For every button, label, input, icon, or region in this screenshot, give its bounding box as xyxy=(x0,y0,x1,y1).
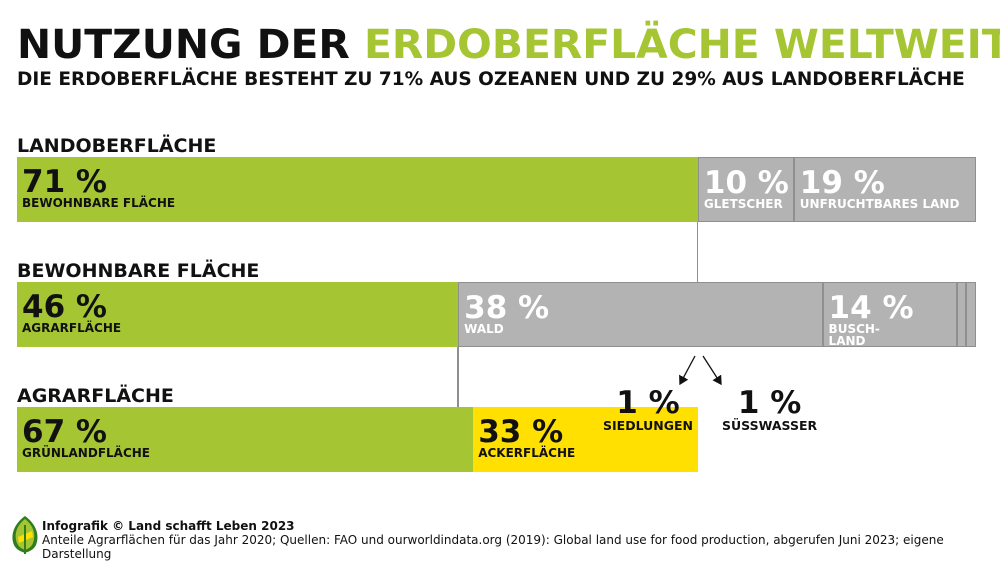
callout-value: 1 % xyxy=(737,385,802,421)
section-label: AGRARFLÄCHE xyxy=(17,385,174,407)
bar-segment: 38 % WALD xyxy=(458,282,823,347)
segment-value: 33 % xyxy=(478,414,564,450)
callout-label: SIEDLUNGEN xyxy=(603,418,693,433)
arrow-suesswasser xyxy=(702,355,722,386)
bar-segment xyxy=(956,282,967,347)
connector-line xyxy=(457,347,459,407)
bar-segment: 67 % GRÜNLANDFLÄCHE xyxy=(17,407,474,472)
segment-value: 46 % xyxy=(22,289,107,325)
footer-credit: Infografik © Land schafft Leben 2023 xyxy=(42,519,295,533)
subtitle: DIE ERDOBERFLÄCHE BESTEHT ZU 71% AUS OZE… xyxy=(17,69,965,90)
segment-label: AGRARFLÄCHE xyxy=(22,321,122,335)
segment-value: 10 % xyxy=(703,165,789,201)
section-label: LANDOBERFLÄCHE xyxy=(17,135,217,157)
segment-value: 71 % xyxy=(22,164,107,200)
bar-segment: 33 % ACKERFLÄCHE xyxy=(473,407,698,472)
segment-label: WALD xyxy=(464,322,504,336)
bar-segment: 46 % AGRARFLÄCHE xyxy=(17,282,459,347)
segment-label: GRÜNLANDFLÄCHE xyxy=(22,446,150,460)
segment-value: 67 % xyxy=(22,414,107,450)
connector-line xyxy=(696,222,699,282)
callout-value: 1 % xyxy=(616,385,680,421)
page-title: NUTZUNG DER ERDOBERFLÄCHE WELTWEIT xyxy=(17,22,1000,68)
callout-label: SÜSSWASSER xyxy=(722,418,818,433)
arrow-siedlungen xyxy=(679,355,696,386)
footer: Infografik © Land schafft Leben 2023 Ant… xyxy=(42,519,1000,561)
segment-value: 14 % xyxy=(828,290,914,326)
callout: 1 % SIEDLUNGEN xyxy=(603,385,693,434)
segment-value: 19 % xyxy=(799,165,885,201)
callout: 1 % SÜSSWASSER xyxy=(722,385,818,434)
segment-label: BUSCH- LAND xyxy=(828,322,880,347)
bar-segment: 10 % GLETSCHER xyxy=(697,157,794,222)
segment-value: 38 % xyxy=(464,290,550,326)
bar-segment: 71 % BEWOHNBARE FLÄCHE xyxy=(17,157,698,222)
section-label: BEWOHNBARE FLÄCHE xyxy=(17,260,260,282)
bar-segment: 19 % UNFRUCHTBARES LAND xyxy=(793,157,976,222)
bar-segment: 14 % BUSCH- LAND xyxy=(822,282,957,347)
segment-label: UNFRUCHTBARES LAND xyxy=(799,197,960,211)
segment-label: GLETSCHER xyxy=(703,197,783,211)
title-accent: ERDOBERFLÄCHE WELTWEIT xyxy=(364,22,1000,68)
title-part1: NUTZUNG DER xyxy=(17,22,365,68)
footer-source: Anteile Agrarflächen für das Jahr 2020; … xyxy=(42,533,944,561)
segment-label: ACKERFLÄCHE xyxy=(478,446,576,460)
leaf-logo-icon xyxy=(12,516,38,554)
segment-label: BEWOHNBARE FLÄCHE xyxy=(22,196,176,210)
bar-segment xyxy=(966,282,976,347)
